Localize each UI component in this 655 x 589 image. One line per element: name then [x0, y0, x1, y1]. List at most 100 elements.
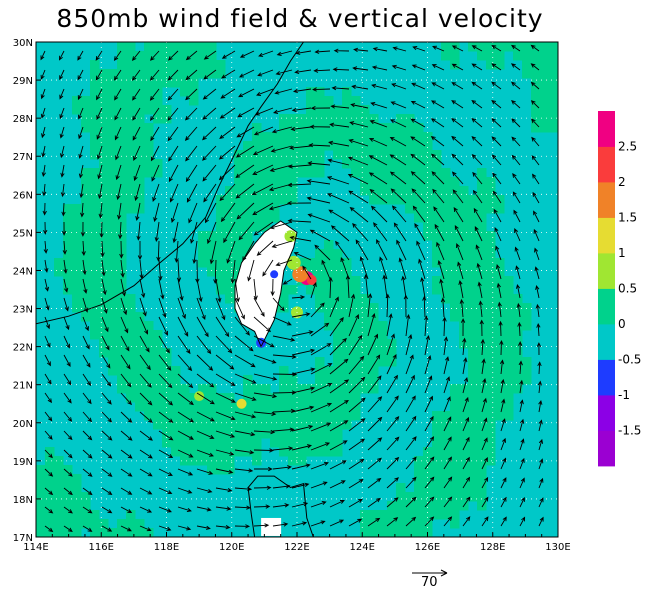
field-cell — [171, 420, 181, 430]
wind-vector — [359, 256, 369, 280]
field-cell — [333, 438, 343, 448]
field-cell — [45, 456, 55, 466]
wind-vector — [252, 145, 274, 156]
wind-vector — [349, 206, 369, 223]
field-cell — [297, 447, 307, 457]
wind-vector — [234, 278, 240, 303]
wind-vector — [291, 424, 314, 432]
field-cell — [396, 114, 406, 124]
field-cell — [504, 411, 514, 421]
field-cell — [468, 303, 478, 313]
wind-vector — [369, 189, 388, 204]
field-cell — [468, 231, 478, 241]
field-cell — [126, 123, 136, 133]
wind-vector — [333, 48, 350, 53]
field-cell — [441, 483, 451, 493]
field-cell — [513, 330, 523, 340]
field-cell — [387, 123, 397, 133]
field-cell — [63, 276, 73, 286]
field-cell — [189, 60, 199, 70]
x-tick-label: 128E — [480, 542, 505, 553]
field-cell — [468, 384, 478, 394]
field-cell — [108, 258, 118, 268]
field-cell — [153, 69, 163, 79]
field-cell — [342, 105, 352, 115]
wind-vector — [184, 107, 198, 121]
field-cell — [207, 69, 217, 79]
wind-vector — [480, 338, 485, 356]
field-cell — [405, 114, 415, 124]
field-cell — [432, 483, 442, 493]
field-cell — [522, 42, 532, 52]
field-cell — [108, 528, 118, 537]
wind-vector — [330, 104, 350, 109]
wind-vector — [184, 126, 198, 141]
field-cell — [441, 420, 451, 430]
wind-vector — [405, 516, 417, 527]
field-cell — [162, 69, 172, 79]
wind-vector — [98, 202, 103, 219]
field-cell — [279, 411, 289, 421]
field-cell — [486, 177, 496, 187]
field-cell — [441, 456, 451, 466]
field-cell — [486, 276, 496, 286]
wind-vector — [390, 101, 407, 109]
field-cell — [432, 150, 442, 160]
wind-vector — [234, 486, 253, 492]
field-cell — [261, 186, 271, 196]
field-cell — [369, 321, 379, 331]
wind-vector — [432, 45, 445, 52]
field-cell — [153, 357, 163, 367]
field-cell — [459, 438, 469, 448]
field-cell — [135, 357, 145, 367]
wind-vector — [332, 67, 350, 72]
field-cell — [90, 276, 100, 286]
field-cell — [90, 321, 100, 331]
wind-vector — [177, 392, 194, 406]
wind-vector — [101, 392, 112, 405]
wind-vector — [536, 342, 542, 356]
field-cell — [324, 447, 334, 457]
field-cell — [504, 330, 514, 340]
field-cell — [315, 123, 325, 133]
wind-vector — [329, 460, 347, 470]
field-cell — [90, 60, 100, 70]
field-cell — [198, 42, 208, 52]
field-cell — [360, 384, 370, 394]
wind-vector — [329, 316, 344, 337]
field-cell — [144, 150, 154, 160]
wind-vector — [309, 229, 331, 242]
wind-vector — [292, 88, 312, 94]
field-cell — [342, 411, 352, 421]
field-cell — [72, 510, 82, 520]
field-cell — [108, 141, 118, 151]
field-cell — [450, 510, 460, 520]
field-cell — [36, 501, 46, 511]
field-cell — [441, 285, 451, 295]
wind-vector — [158, 392, 174, 406]
wind-vector — [82, 468, 93, 477]
wind-vector — [253, 278, 258, 301]
field-cell — [261, 204, 271, 214]
wind-vector — [185, 88, 198, 101]
field-cell — [261, 159, 271, 169]
wind-vector — [443, 376, 451, 394]
field-cell — [198, 411, 208, 421]
field-cell — [243, 411, 253, 421]
field-cell — [477, 303, 487, 313]
field-cell — [423, 492, 433, 502]
wind-vector — [177, 316, 189, 337]
wind-vector — [82, 297, 89, 313]
wind-vector — [348, 139, 369, 147]
field-cell — [54, 258, 64, 268]
field-cell — [459, 258, 469, 268]
wind-vector — [101, 430, 113, 441]
wind-vector — [253, 411, 277, 417]
field-cell — [342, 96, 352, 106]
field-cell — [207, 402, 217, 412]
field-cell — [450, 474, 460, 484]
field-cell — [297, 384, 307, 394]
wind-vector — [451, 135, 464, 147]
field-cell — [270, 402, 280, 412]
field-cell — [333, 384, 343, 394]
